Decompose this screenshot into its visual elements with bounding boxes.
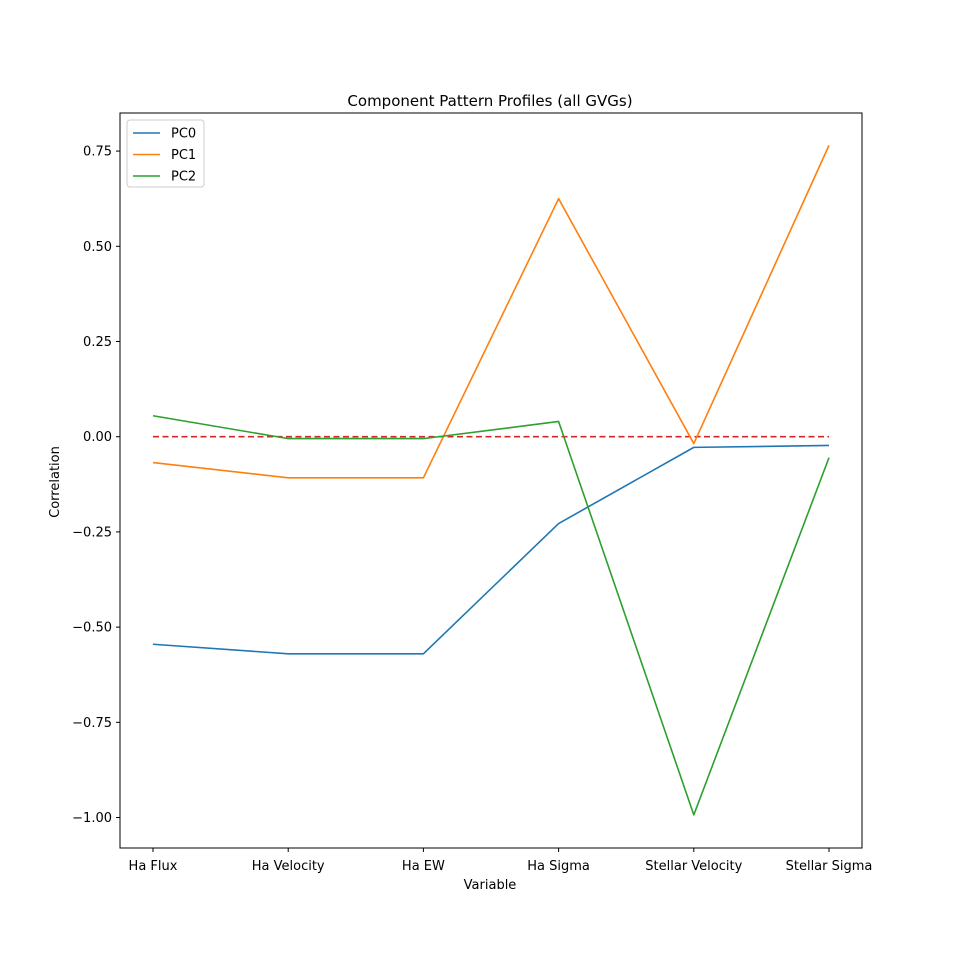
y-tick-label: 0.50: [83, 240, 112, 255]
y-tick-label: −0.50: [72, 621, 112, 636]
y-tick-label: −0.25: [72, 525, 112, 540]
legend-label-pc1: PC1: [171, 148, 196, 163]
legend-label-pc0: PC0: [171, 127, 196, 142]
x-tick-label: Stellar Sigma: [786, 859, 873, 874]
y-tick-label: 0.00: [83, 430, 112, 445]
y-axis: −1.00 −0.75 −0.50 −0.25 0.00 0.25 0.50 0.75: [72, 145, 120, 826]
series-line-pc2: [152, 414, 830, 816]
x-tick-label: Ha Flux: [129, 859, 178, 874]
x-tick-label: Ha Sigma: [527, 859, 590, 874]
y-tick-label: −1.00: [72, 811, 112, 826]
x-axis: Ha Flux Ha Velocity Ha EW Ha Sigma Stellar V…: [129, 848, 873, 874]
chart-title: Component Pattern Profiles (all GVGs): [347, 92, 632, 110]
series-line-pc1: [152, 145, 830, 479]
y-tick-label: 0.75: [83, 145, 112, 160]
plot-area: [119, 112, 863, 849]
x-tick-label: Stellar Velocity: [645, 859, 742, 874]
x-tick-label: Ha Velocity: [252, 859, 325, 874]
x-tick-label: Ha EW: [402, 859, 445, 874]
legend-label-pc2: PC2: [171, 170, 196, 185]
x-axis-title: Variable: [464, 878, 517, 893]
series-line-pc0: [152, 444, 830, 655]
legend-box: [126, 119, 205, 188]
legend: PC0 PC1 PC2: [126, 119, 205, 188]
y-tick-label: −0.75: [72, 716, 112, 731]
plot-frame: [119, 112, 863, 849]
y-tick-label: 0.25: [83, 335, 112, 350]
y-axis-title: Correlation: [48, 446, 63, 518]
